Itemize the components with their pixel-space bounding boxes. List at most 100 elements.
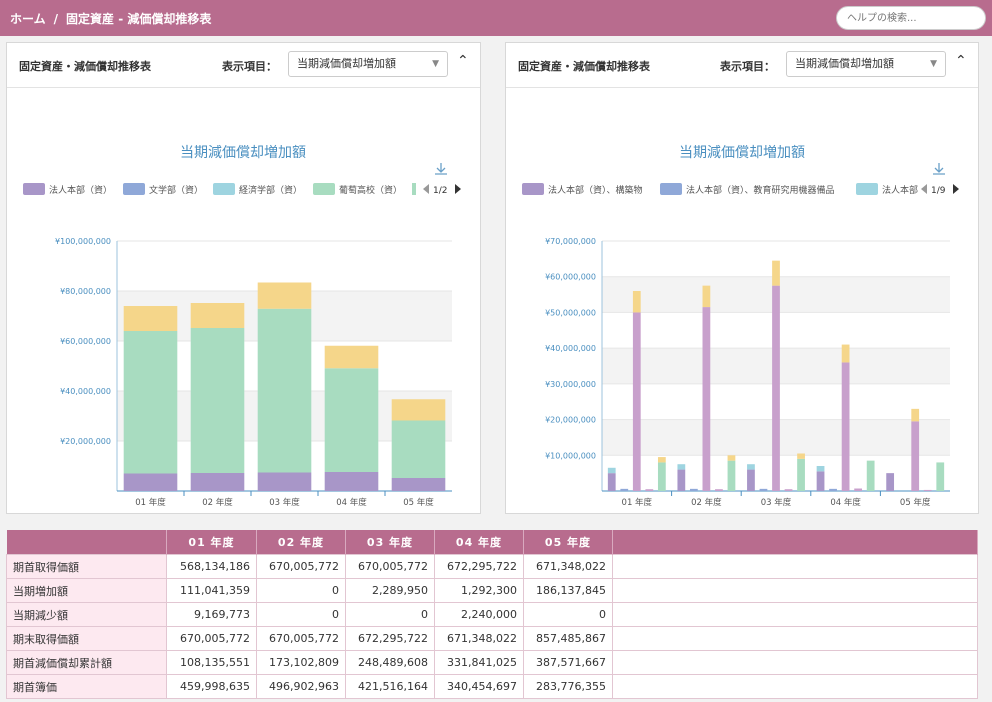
legend-next-icon[interactable]	[455, 184, 461, 194]
legend-swatch	[660, 183, 682, 195]
bar-segment	[886, 473, 895, 491]
y-tick-label: ¥30,000,000	[545, 380, 596, 389]
y-tick-label: ¥60,000,000	[60, 337, 111, 346]
bar-segment	[923, 489, 932, 491]
display-item-label: 表示項目：	[222, 60, 277, 73]
y-tick-label: ¥40,000,000	[60, 387, 111, 396]
legend-label[interactable]: 法人本部（資）	[49, 184, 112, 196]
legend-swatch	[213, 183, 235, 195]
download-icon[interactable]	[435, 163, 447, 175]
x-tick-label: 01 年度	[135, 497, 166, 508]
bar-segment	[772, 260, 780, 286]
breadcrumb-home[interactable]: ホーム	[10, 12, 46, 26]
table-cell: 671,348,022	[523, 554, 613, 579]
breadcrumb-separator: /	[53, 12, 59, 26]
table-cell: 0	[256, 578, 346, 603]
table-cell: 568,134,186	[166, 554, 257, 579]
display-item-select[interactable]: 当期減価償却増加額 ▼	[288, 51, 448, 77]
bar-segment	[190, 328, 245, 473]
bar-segment	[797, 453, 805, 459]
bar-segment	[657, 462, 666, 491]
display-item-value: 当期減価償却増加額	[297, 57, 396, 70]
table-cell: 108,135,551	[166, 650, 257, 675]
bar-segment	[257, 282, 312, 309]
bar-segment	[759, 488, 768, 491]
display-item-value: 当期減価償却増加額	[795, 57, 894, 70]
bar-segment	[936, 462, 945, 491]
table-header-cell	[612, 530, 978, 555]
table-blank-cell	[612, 674, 978, 699]
table-header-row: 01 年度 02 年度 03 年度 04 年度 05 年度	[6, 530, 978, 555]
y-tick-label: ¥20,000,000	[60, 437, 111, 446]
chart-left: 当期減価償却増加額 法人本部（資） 文学部（資） 経済学部（資） 葡萄高校（資）…	[23, 144, 461, 508]
display-item-select[interactable]: 当期減価償却増加額 ▼	[786, 51, 946, 77]
download-icon[interactable]	[933, 163, 945, 175]
legend-label[interactable]: 法人本部（資）、教育研究用機器備品	[686, 184, 835, 196]
help-search-input[interactable]	[836, 6, 986, 30]
legend-prev-icon[interactable]	[921, 184, 927, 194]
legend-label[interactable]: 法人本部	[882, 184, 918, 196]
legend-prev-icon[interactable]	[423, 184, 429, 194]
display-item-label: 表示項目：	[720, 60, 775, 73]
x-tick-label: 02 年度	[691, 497, 722, 508]
table-row: 期首簿価 459,998,635 496,902,963 421,516,164…	[6, 674, 978, 699]
row-label: 期首取得価額	[6, 554, 167, 579]
bar-segment	[727, 460, 736, 491]
legend-page: 1/9	[931, 186, 946, 196]
bar-segment	[391, 478, 446, 491]
table-cell: 670,005,772	[256, 626, 346, 651]
table-blank-cell	[612, 626, 978, 651]
x-tick-label: 04 年度	[830, 497, 861, 508]
chart-title: 当期減価償却増加額	[180, 144, 306, 161]
panel-header: 固定資産・減価償却推移表 表示項目： 当期減価償却増加額 ▼ ⌃	[7, 43, 480, 88]
chart-panel-right: 固定資産・減価償却推移表 表示項目： 当期減価償却増加額 ▼ ⌃ 当期減価償却増…	[505, 42, 979, 514]
table-cell: 0	[256, 602, 346, 627]
bar-segment	[689, 488, 698, 491]
table-blank-cell	[612, 602, 978, 627]
bar-segment	[911, 421, 920, 491]
table-cell: 0	[523, 602, 613, 627]
collapse-icon[interactable]: ⌃	[955, 53, 967, 69]
table-header-cell	[6, 530, 167, 555]
y-tick-label: ¥80,000,000	[60, 287, 111, 296]
x-tick-label: 03 年度	[269, 497, 300, 508]
table-cell: 672,295,722	[345, 626, 435, 651]
bar-segment	[123, 473, 178, 491]
bar-segment	[747, 464, 755, 470]
table-header-cell: 04 年度	[434, 530, 524, 555]
bar-segment	[911, 408, 920, 422]
bar-segment	[816, 466, 825, 472]
collapse-icon[interactable]: ⌃	[457, 53, 469, 69]
bar-segment	[841, 362, 850, 491]
table-blank-cell	[612, 554, 978, 579]
bar-segment	[324, 472, 379, 491]
bar-segment	[607, 467, 616, 474]
bar-segment	[632, 291, 641, 313]
legend-label[interactable]: 葡萄高校（資）	[339, 184, 402, 196]
table-cell: 857,485,867	[523, 626, 613, 651]
plot-area: ¥10,000,000 ¥20,000,000 ¥30,000,000 ¥40,000…	[545, 237, 950, 508]
chevron-down-icon: ▼	[930, 59, 937, 69]
top-bar: ホーム / 固定資産 - 減価償却推移表	[0, 0, 992, 36]
panel-title: 固定資産・減価償却推移表	[19, 60, 151, 73]
table-cell: 340,454,697	[434, 674, 524, 699]
bar-segment	[645, 489, 654, 491]
legend-label[interactable]: 文学部（資）	[149, 184, 203, 196]
bar-segment	[816, 471, 825, 491]
bar-segment	[829, 488, 837, 491]
bar-segment	[702, 285, 711, 308]
table-cell: 1,292,300	[434, 578, 524, 603]
bar-segment	[257, 472, 312, 491]
bar-segment	[391, 399, 446, 421]
row-label: 期首減価償却累計額	[6, 650, 167, 675]
chart-title: 当期減価償却増加額	[679, 144, 805, 161]
legend-next-icon[interactable]	[953, 184, 959, 194]
x-tick-label: 05 年度	[403, 497, 434, 508]
legend-label[interactable]: 法人本部（資）、構築物	[548, 184, 643, 196]
y-tick-label: ¥70,000,000	[545, 237, 596, 246]
bar-segment	[607, 473, 616, 491]
legend-label[interactable]: 経済学部（資）	[239, 184, 302, 196]
table-cell: 496,902,963	[256, 674, 346, 699]
bar-segment	[715, 489, 723, 491]
bar-segment	[190, 473, 245, 491]
